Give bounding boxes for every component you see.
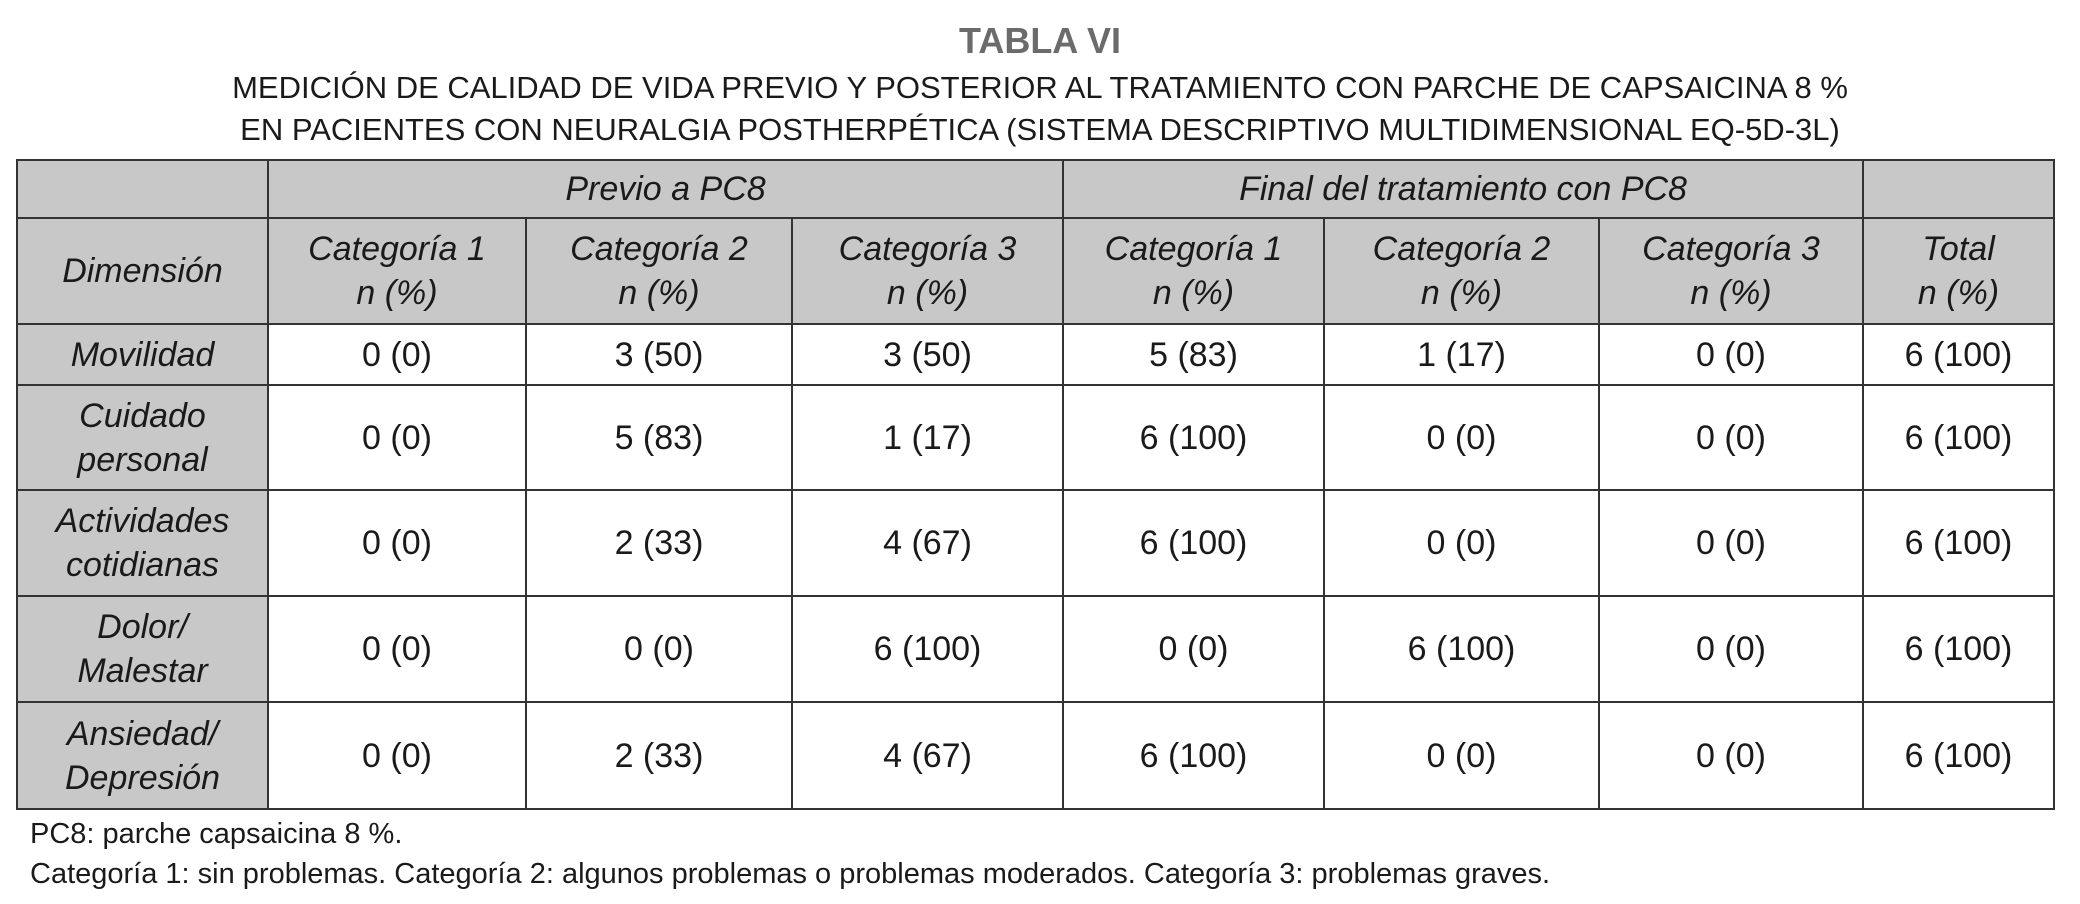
value-cell: 4 (67) xyxy=(790,701,1065,810)
footnote-abbreviation: PC8: parche capsaicina 8 %. xyxy=(30,818,403,850)
value-cell: 0 (0) xyxy=(1062,595,1326,703)
column-header: Total n (%) xyxy=(1862,217,2056,325)
value-cell: 0 (0) xyxy=(1323,384,1601,491)
dimension-label: Actividades xyxy=(55,502,230,540)
table-row: Dolor/Malestar 0 (0) 0 (0) 6 (100) 0 (0) 6 (1… xyxy=(16,595,2056,703)
dimension-cell: Cuidado personal xyxy=(16,384,269,491)
column-header: Categoría 3 n (%) xyxy=(1598,217,1865,325)
column-header-row: Dimensión Categoría 1 n (%) Categoría 2 n (%… xyxy=(16,217,2056,325)
value-cell: 6 (100) xyxy=(1862,323,2056,386)
eq5d-table: Previo a PC8 Final del tratamiento con P… xyxy=(16,159,2056,810)
column-header-label: Categoría 3 xyxy=(838,230,1017,268)
dimension-label: Cuidado xyxy=(79,396,206,435)
empty-header-cell xyxy=(16,159,269,219)
value-cell: 6 (100) xyxy=(790,595,1065,703)
value-cell: 2 (33) xyxy=(525,701,793,810)
value-cell: 0 (0) xyxy=(267,595,527,703)
table-subtitle-line-1: MEDICIÓN DE CALIDAD DE VIDA PREVIO Y POS… xyxy=(232,70,1848,105)
column-header-label: Categoría 1 xyxy=(1104,230,1283,268)
dimension-cell: Dolor/Malestar xyxy=(16,595,269,703)
column-header-unit: n (%) xyxy=(618,274,700,312)
column-header-unit: n (%) xyxy=(1152,274,1235,312)
column-header-unit: n (%) xyxy=(1420,274,1503,312)
value-cell: 3 (50) xyxy=(525,323,793,386)
value-cell: 2 (33) xyxy=(525,489,793,597)
group-header-previo: Previo a PC8 xyxy=(266,159,1065,219)
value-cell: 0 (0) xyxy=(1598,323,1865,386)
value-cell: 4 (67) xyxy=(790,489,1065,597)
group-header-final: Final del tratamiento con PC8 xyxy=(1062,159,1865,219)
value-cell: 0 (0) xyxy=(1323,489,1601,597)
dimension-cell: Actividades cotidianas xyxy=(16,489,269,597)
footnote-categories: Categoría 1: sin problemas. Categoría 2:… xyxy=(30,858,1551,890)
value-cell: 6 (100) xyxy=(1862,595,2056,703)
table-subtitle-line-2: EN PACIENTES CON NEURALGIA POSTHERPÉTICA… xyxy=(240,112,1840,147)
value-cell: 6 (100) xyxy=(1862,384,2056,491)
column-header: Dimensión xyxy=(16,217,269,325)
dimension-label: Movilidad xyxy=(70,335,215,374)
value-cell: 6 (100) xyxy=(1062,384,1326,491)
value-cell: 0 (0) xyxy=(1598,384,1865,491)
value-cell: 0 (0) xyxy=(525,595,793,703)
value-cell: 6 (100) xyxy=(1862,489,2056,597)
column-header-unit: n (%) xyxy=(1917,274,2000,312)
value-cell: 0 (0) xyxy=(267,323,527,386)
dimension-label: Ansiedad/ xyxy=(66,714,219,753)
value-cell: 0 (0) xyxy=(267,489,527,597)
table-row: Movilidad 0 (0) 3 (50) 3 (50) 5 (83) 1 (17) 0 … xyxy=(16,323,2056,386)
empty-header-cell xyxy=(1862,159,2056,219)
group-header-row: Previo a PC8 Final del tratamiento con P… xyxy=(16,159,2056,219)
table-row: Ansiedad/Depresión 0 (0) 2 (33) 4 (67) 6 (10… xyxy=(16,701,2056,810)
value-cell: 3 (50) xyxy=(790,323,1065,386)
value-cell: 6 (100) xyxy=(1862,701,2056,810)
column-header: Categoría 1 n (%) xyxy=(267,217,527,325)
column-header: Categoría 1 n (%) xyxy=(1062,217,1326,325)
dimension-cell: Ansiedad/Depresión xyxy=(16,701,269,810)
value-cell: 0 (0) xyxy=(1598,701,1865,810)
column-header: Categoría 2 n (%) xyxy=(525,217,793,325)
dimension-cell: Movilidad xyxy=(16,323,269,386)
dimension-label: Malestar xyxy=(77,652,208,690)
column-header: Categoría 2 n (%) xyxy=(1323,217,1601,325)
dimension-label: personal xyxy=(77,440,208,479)
column-header-unit: n (%) xyxy=(356,274,438,312)
value-cell: 0 (0) xyxy=(267,701,527,810)
value-cell: 0 (0) xyxy=(1323,701,1601,810)
column-header-unit: n (%) xyxy=(1690,274,1772,312)
value-cell: 1 (17) xyxy=(1323,323,1601,386)
dimension-label: Dolor/ xyxy=(97,608,188,646)
value-cell: 5 (83) xyxy=(525,384,793,491)
column-header-label: Dimensión xyxy=(62,252,223,290)
value-cell: 5 (83) xyxy=(1062,323,1326,386)
column-header-unit: n (%) xyxy=(886,274,969,312)
column-header-label: Categoría 1 xyxy=(308,230,486,268)
table-row: Cuidado personal 0 (0) 5 (83) 1 (17) 6 (100) 0… xyxy=(16,384,2056,491)
value-cell: 0 (0) xyxy=(1598,489,1865,597)
table-row: Actividades cotidianas 0 (0) 2 (33) 4 (67) 6 … xyxy=(16,489,2056,597)
column-header-label: Total xyxy=(1922,230,1995,268)
value-cell: 0 (0) xyxy=(1598,595,1865,703)
dimension-label: cotidianas xyxy=(65,546,220,584)
value-cell: 6 (100) xyxy=(1323,595,1601,703)
column-header-label: Categoría 2 xyxy=(1372,230,1551,268)
value-cell: 6 (100) xyxy=(1062,701,1326,810)
value-cell: 1 (17) xyxy=(790,384,1065,491)
table-title: TABLA VI xyxy=(959,20,1121,61)
column-header: Categoría 3 n (%) xyxy=(790,217,1065,325)
value-cell: 0 (0) xyxy=(267,384,527,491)
column-header-label: Categoría 3 xyxy=(1642,230,1820,268)
column-header-label: Categoría 2 xyxy=(570,230,748,268)
value-cell: 6 (100) xyxy=(1062,489,1326,597)
dimension-label: Depresión xyxy=(65,758,220,797)
